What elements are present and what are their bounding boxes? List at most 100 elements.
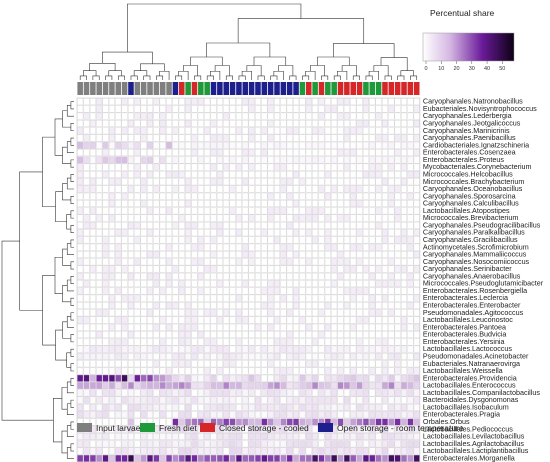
heatmap-cell <box>274 200 281 208</box>
heatmap-cell <box>261 302 268 309</box>
heatmap-cell <box>324 411 331 419</box>
heatmap-cell <box>191 127 198 135</box>
heatmap-cell <box>413 338 420 346</box>
heatmap-cell <box>153 418 160 426</box>
heatmap-cell <box>204 98 211 106</box>
heatmap-cell <box>77 178 84 186</box>
heatmap-cell <box>286 192 293 200</box>
heatmap-cell <box>210 185 217 193</box>
heatmap-cell <box>134 243 141 251</box>
heatmap-cell <box>286 105 293 113</box>
heatmap-cell <box>134 149 141 157</box>
heatmap-cell <box>254 112 261 120</box>
heatmap-cell <box>267 178 274 186</box>
heatmap-cell <box>305 433 312 440</box>
heatmap-cell <box>121 149 128 157</box>
heatmap-cell <box>204 207 211 215</box>
heatmap-cell <box>293 440 300 448</box>
dendrogram-branch <box>42 136 56 208</box>
heatmap-cell <box>153 134 160 142</box>
heatmap-cell <box>242 309 249 317</box>
heatmap-cell <box>134 352 141 360</box>
heatmap-cell <box>235 214 242 222</box>
heatmap-cell <box>102 185 109 193</box>
heatmap-cell <box>299 367 306 375</box>
heatmap-cell <box>204 134 211 142</box>
heatmap-cell <box>280 200 287 208</box>
heatmap-cell <box>280 338 287 346</box>
row-label: Lactobacillales.Lactiplantibacillus <box>423 446 529 455</box>
heatmap-cell <box>343 221 350 229</box>
heatmap-cell <box>166 382 173 390</box>
heatmap-cell <box>267 156 274 164</box>
heatmap-cell <box>153 352 160 360</box>
heatmap-cell <box>216 382 223 390</box>
heatmap-cell <box>401 447 408 455</box>
heatmap-cell <box>394 272 401 280</box>
heatmap-cell <box>204 243 211 251</box>
heatmap-cell <box>274 316 281 324</box>
heatmap-cell <box>166 221 173 229</box>
heatmap-cell <box>299 272 306 280</box>
heatmap-cell <box>299 185 306 193</box>
heatmap-cell <box>280 309 287 317</box>
heatmap-cell <box>223 207 230 215</box>
heatmap-cell <box>261 251 268 258</box>
heatmap-cell <box>159 229 166 237</box>
heatmap-cell <box>191 185 198 193</box>
heatmap-cell <box>362 112 369 120</box>
heatmap-cell <box>248 331 255 339</box>
heatmap-cell <box>242 447 249 455</box>
heatmap-cell <box>178 156 185 164</box>
heatmap-cell <box>401 389 408 397</box>
row-label: Lactobacillales.Enterococcus <box>423 381 516 390</box>
heatmap-cell <box>381 382 388 390</box>
heatmap-cell <box>324 287 331 295</box>
heatmap-cell <box>299 403 306 411</box>
heatmap-cell <box>293 229 300 237</box>
heatmap-cell <box>343 403 350 411</box>
heatmap-cell <box>299 374 306 382</box>
heatmap-cell <box>172 331 179 339</box>
heatmap-cell <box>185 120 192 127</box>
heatmap-cell <box>261 149 268 157</box>
heatmap-cell <box>223 352 230 360</box>
heatmap-cell <box>89 214 96 222</box>
heatmap-cell <box>293 433 300 440</box>
heatmap-cell <box>210 134 217 142</box>
heatmap-cell <box>96 374 103 382</box>
heatmap-cell <box>159 418 166 426</box>
color-legend-bar <box>422 32 515 62</box>
heatmap-cell <box>83 411 90 419</box>
heatmap-cell <box>223 185 230 193</box>
heatmap-cell <box>312 221 319 229</box>
heatmap-cell <box>191 433 198 440</box>
heatmap-cell <box>305 440 312 448</box>
heatmap-cell <box>261 170 268 178</box>
heatmap-cell <box>159 127 166 135</box>
heatmap-cell <box>172 287 179 295</box>
heatmap-cell <box>115 338 122 346</box>
heatmap-cell <box>178 251 185 258</box>
heatmap-cell <box>331 447 338 455</box>
heatmap-cell <box>96 403 103 411</box>
heatmap-cell <box>216 134 223 142</box>
heatmap-cell <box>172 141 179 149</box>
heatmap-cell <box>267 411 274 419</box>
heatmap-cell <box>362 207 369 215</box>
heatmap-cell <box>305 287 312 295</box>
heatmap-cell <box>286 229 293 237</box>
dendrogram-branch <box>317 56 350 66</box>
heatmap-cell <box>407 185 414 193</box>
heatmap-cell <box>172 433 179 440</box>
heatmap-cell <box>108 170 115 178</box>
heatmap-cell <box>134 185 141 193</box>
heatmap-cell <box>369 221 376 229</box>
heatmap-cell <box>286 258 293 266</box>
heatmap-cell <box>388 338 395 346</box>
heatmap-cell <box>394 352 401 360</box>
heatmap-cell <box>356 156 363 164</box>
heatmap-cell <box>89 294 96 302</box>
heatmap-cell <box>77 156 84 164</box>
heatmap-cell <box>388 105 395 113</box>
